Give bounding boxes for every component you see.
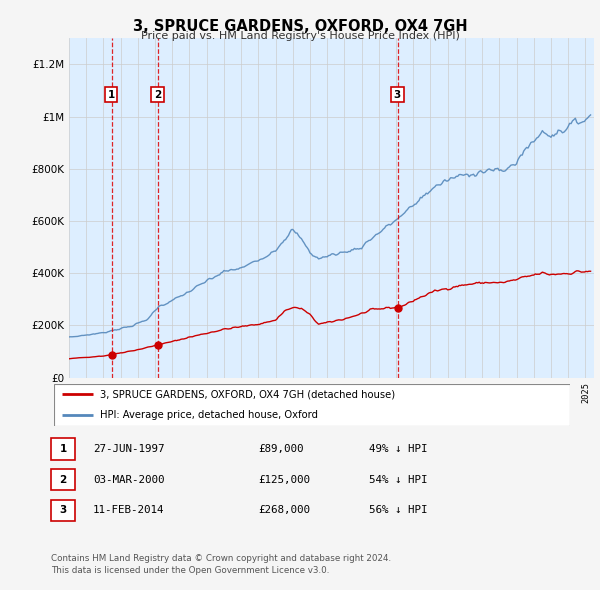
Text: HPI: Average price, detached house, Oxford: HPI: Average price, detached house, Oxfo…	[100, 411, 319, 420]
Text: Price paid vs. HM Land Registry's House Price Index (HPI): Price paid vs. HM Land Registry's House …	[140, 31, 460, 41]
Text: 03-MAR-2000: 03-MAR-2000	[93, 475, 164, 484]
Text: Contains HM Land Registry data © Crown copyright and database right 2024.
This d: Contains HM Land Registry data © Crown c…	[51, 554, 391, 575]
Text: 27-JUN-1997: 27-JUN-1997	[93, 444, 164, 454]
Text: 56% ↓ HPI: 56% ↓ HPI	[369, 506, 427, 515]
Text: 2: 2	[59, 475, 67, 484]
Text: 3: 3	[59, 506, 67, 515]
Text: 49% ↓ HPI: 49% ↓ HPI	[369, 444, 427, 454]
Text: 11-FEB-2014: 11-FEB-2014	[93, 506, 164, 515]
Text: £89,000: £89,000	[258, 444, 304, 454]
Text: 1: 1	[107, 90, 115, 100]
Text: £268,000: £268,000	[258, 506, 310, 515]
Text: 54% ↓ HPI: 54% ↓ HPI	[369, 475, 427, 484]
FancyBboxPatch shape	[54, 384, 570, 426]
Text: 1: 1	[59, 444, 67, 454]
Text: 3: 3	[394, 90, 401, 100]
Text: 3, SPRUCE GARDENS, OXFORD, OX4 7GH: 3, SPRUCE GARDENS, OXFORD, OX4 7GH	[133, 19, 467, 34]
Text: 2: 2	[154, 90, 161, 100]
Text: £125,000: £125,000	[258, 475, 310, 484]
Text: 3, SPRUCE GARDENS, OXFORD, OX4 7GH (detached house): 3, SPRUCE GARDENS, OXFORD, OX4 7GH (deta…	[100, 389, 395, 399]
